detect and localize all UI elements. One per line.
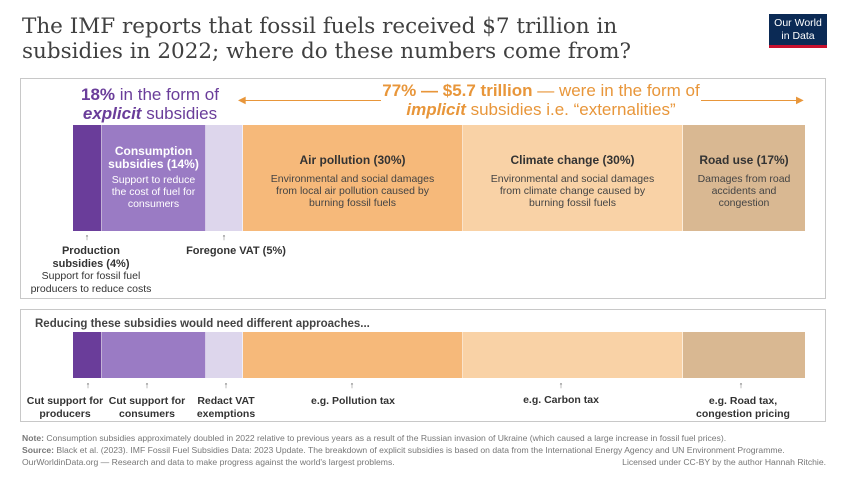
production-label: Production subsidies (4%) Support for fo… <box>21 245 161 295</box>
footer-site[interactable]: OurWorldinData.org — Research and data t… <box>22 457 395 467</box>
vat-pointer-icon: ↑ <box>221 232 227 242</box>
note-label: Note: <box>22 433 44 443</box>
implicit-left-arrow <box>241 100 381 101</box>
implicit-left-arrowhead: ◀ <box>238 95 246 106</box>
footer-license[interactable]: Licensed under CC-BY by the author Hanna… <box>622 457 826 467</box>
subsidy-bar: Consumption subsidies (14%) Support to r… <box>73 125 805 231</box>
approach-pointer-6-icon: ↑ <box>738 380 744 390</box>
segment-climate-desc: Environmental and social damages from cl… <box>490 173 655 209</box>
note-text: Consumption subsidies approximately doub… <box>43 433 727 443</box>
explicit-text-1: in the form of <box>115 85 219 104</box>
production-pointer-icon: ↑ <box>84 232 90 242</box>
production-title: Production subsidies (4%) <box>52 245 130 270</box>
approach-seg-road <box>683 332 805 378</box>
approach-pointer-2-icon: ↑ <box>144 380 150 390</box>
segment-air-pollution[interactable]: Air pollution (30%) Environmental and so… <box>243 125 463 231</box>
page-title: The IMF reports that fossil fuels receiv… <box>22 14 632 64</box>
implicit-right-arrow <box>701 100 799 101</box>
explicit-percent: 18% <box>81 85 116 104</box>
approaches-bar <box>73 332 805 378</box>
implicit-word: implicit <box>406 100 466 119</box>
implicit-text-2: subsidies i.e. “externalities” <box>465 100 676 119</box>
subsidy-breakdown-panel: 18% in the form of explicit subsidies ◀ … <box>20 78 826 299</box>
owid-logo[interactable]: Our World in Data <box>769 14 827 48</box>
implicit-right-arrowhead: ▶ <box>796 95 804 106</box>
footer-note: Note: Consumption subsidies approximatel… <box>22 433 832 445</box>
logo-line1: Our World <box>774 17 822 29</box>
segment-climate-title: Climate change (30%) <box>510 153 635 167</box>
segment-climate-change[interactable]: Climate change (30%) Environmental and s… <box>463 125 683 231</box>
footer-source: Source: Black et al. (2023). IMF Fossil … <box>22 445 832 457</box>
segment-air-desc: Environmental and social damages from lo… <box>270 173 435 209</box>
approach-seg-air <box>243 332 463 378</box>
implicit-percent: 77% — $5.7 trillion <box>382 81 533 100</box>
segment-production[interactable] <box>73 125 102 231</box>
logo-accent-bar <box>769 45 827 48</box>
approach-road-tax: e.g. Road tax, congestion pricing <box>696 395 790 420</box>
segment-road-title: Road use (17%) <box>699 153 789 167</box>
approach-seg-production <box>73 332 102 378</box>
approaches-panel: Reducing these subsidies would need diff… <box>20 309 826 422</box>
implicit-heading: 77% — $5.7 trillion — were in the form o… <box>381 81 701 119</box>
approaches-heading: Reducing these subsidies would need diff… <box>35 318 370 330</box>
source-text: Black et al. (2023). IMF Fossil Fuel Sub… <box>54 445 785 455</box>
approach-pointer-3-icon: ↑ <box>223 380 229 390</box>
segment-consumption-desc: Support to reduce the cost of fuel for c… <box>111 174 196 210</box>
explicit-heading: 18% in the form of explicit subsidies <box>65 85 235 123</box>
approach-consumers: Cut support for consumers <box>108 395 186 420</box>
approach-carbon-tax: e.g. Carbon tax <box>523 394 599 406</box>
approach-pollution-tax: e.g. Pollution tax <box>310 395 395 407</box>
implicit-text-1: — were in the form of <box>532 81 700 100</box>
logo-line2: in Data <box>781 30 815 42</box>
approach-pointer-5-icon: ↑ <box>558 380 564 390</box>
approach-seg-consumption <box>102 332 206 378</box>
segment-road-desc: Damages from road accidents and congesti… <box>697 173 791 209</box>
production-desc: Support for fossil fuel producers to red… <box>30 270 152 295</box>
explicit-word: explicit <box>82 104 142 123</box>
segment-consumption-title: Consumption subsidies (14%) <box>108 144 199 171</box>
explicit-text-2: subsidies <box>141 104 218 123</box>
approach-seg-climate <box>463 332 683 378</box>
approach-pointer-1-icon: ↑ <box>85 380 91 390</box>
approach-producers: Cut support for producers <box>26 395 104 420</box>
approach-pointer-4-icon: ↑ <box>349 380 355 390</box>
segment-air-title: Air pollution (30%) <box>299 153 406 167</box>
segment-road-use[interactable]: Road use (17%) Damages from road acciden… <box>683 125 805 231</box>
approach-seg-vat <box>206 332 243 378</box>
segment-vat[interactable] <box>206 125 243 231</box>
approach-vat: Redact VAT exemptions <box>196 395 256 420</box>
vat-label: Foregone VAT (5%) <box>186 245 286 257</box>
source-label: Source: <box>22 445 54 455</box>
segment-consumption[interactable]: Consumption subsidies (14%) Support to r… <box>102 125 206 231</box>
